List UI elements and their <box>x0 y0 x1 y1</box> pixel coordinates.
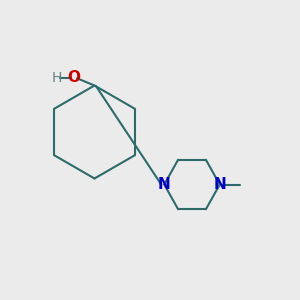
Text: H: H <box>52 71 62 85</box>
Text: N: N <box>158 177 171 192</box>
Text: O: O <box>68 70 81 86</box>
Text: N: N <box>213 177 226 192</box>
